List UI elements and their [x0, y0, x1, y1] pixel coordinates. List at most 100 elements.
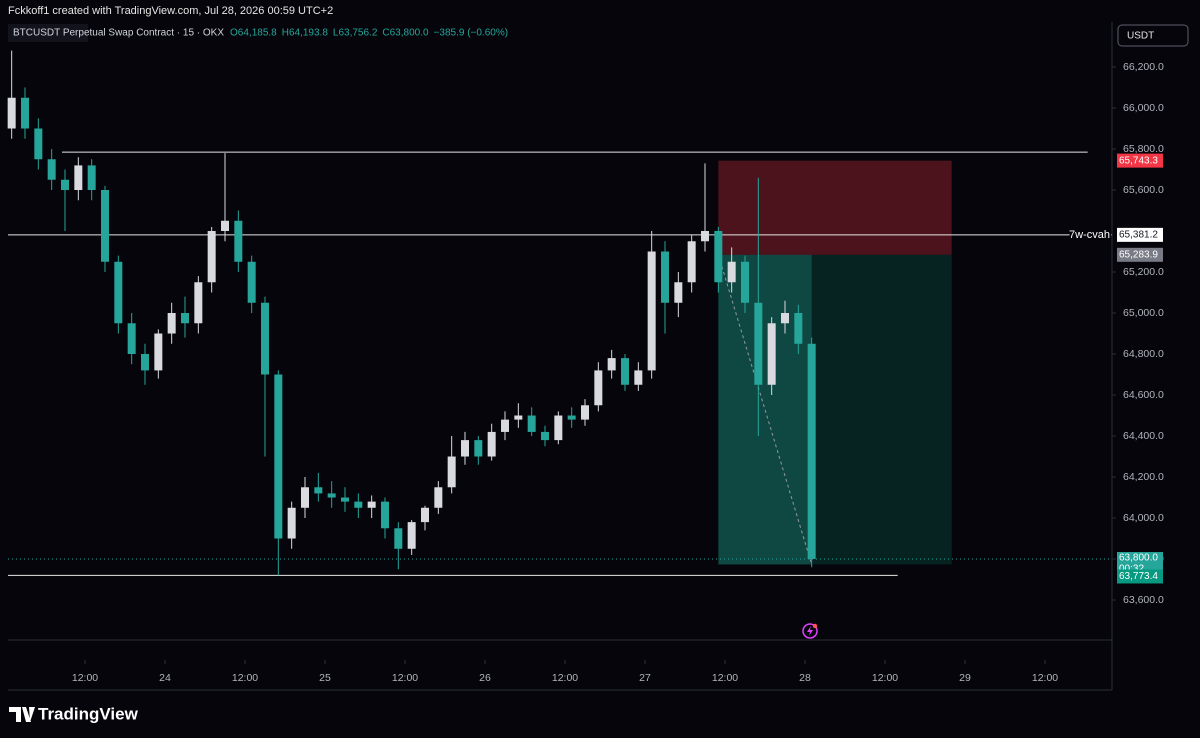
candle-body — [607, 358, 616, 371]
event-icon[interactable] — [802, 623, 818, 639]
candle-body — [714, 231, 723, 283]
target-price-label: 63,773.4 — [1119, 571, 1158, 582]
candle-body — [167, 313, 176, 334]
x-tick-label: 29 — [959, 672, 971, 684]
candle-body — [301, 487, 309, 508]
candle-body — [74, 165, 83, 191]
y-tick-label: 66,200.0 — [1123, 61, 1164, 73]
candle-body — [367, 501, 376, 508]
target-price-bg — [1117, 569, 1163, 584]
x-tick-label: 12:00 — [872, 672, 898, 684]
x-tick-label: 25 — [319, 672, 331, 684]
y-tick-label: 64,400.0 — [1123, 430, 1164, 442]
currency: USDT — [1127, 31, 1154, 42]
brand: TradingView — [38, 704, 139, 723]
ohlc-value: −385.9 (−0.60%) — [434, 28, 509, 39]
candle-body — [554, 415, 563, 441]
candle-body — [127, 323, 136, 355]
stop-price-label-bg — [1117, 153, 1163, 168]
level-label-bg — [1117, 227, 1163, 242]
candle-body — [594, 370, 603, 406]
candle-body — [234, 220, 243, 262]
candle-body — [394, 528, 403, 549]
countdown: 00:32 — [1119, 564, 1144, 575]
event-dot — [812, 623, 818, 629]
candle-body — [781, 313, 789, 324]
candle-body — [541, 431, 549, 441]
event-icon-bolt — [807, 626, 813, 636]
target-zone-filled — [718, 254, 812, 565]
candle-body — [261, 302, 269, 375]
candle-body — [7, 97, 16, 129]
x-tick-label: 12:00 — [392, 672, 418, 684]
x-tick-label: 26 — [479, 672, 491, 684]
y-tick-label: 65,200.0 — [1123, 266, 1164, 278]
x-tick-label: 27 — [639, 672, 651, 684]
stop-price-label: 65,743.3 — [1119, 155, 1158, 166]
x-tick-label: 28 — [799, 672, 811, 684]
candle-body — [181, 313, 189, 324]
candle-body — [581, 405, 589, 420]
candle-body — [634, 370, 643, 385]
header-text: Fckkoff1 created with TradingView.com, J… — [8, 5, 333, 17]
level-price-label: 65,381.2 — [1119, 230, 1158, 241]
last-price-label: 63,800.0 — [1119, 553, 1158, 564]
stop-zone — [718, 160, 952, 255]
candle-body — [447, 456, 456, 488]
y-tick-label: 64,800.0 — [1123, 348, 1164, 360]
candle-body — [701, 231, 709, 242]
candle-body — [807, 343, 816, 560]
candle-body — [21, 97, 29, 129]
ohlc-value: O64,185.8 — [230, 28, 277, 39]
entry-price-label-bg — [1117, 247, 1163, 262]
candle-body — [287, 507, 296, 539]
candle-body — [47, 159, 56, 180]
entry-price-label: 65,283.9 — [1119, 249, 1158, 260]
candle-body — [354, 501, 363, 508]
y-tick-label: 66,000.0 — [1123, 102, 1164, 114]
x-tick-label: 24 — [159, 672, 171, 684]
legend-bg — [8, 24, 88, 42]
candle-body — [487, 431, 496, 457]
currency-button[interactable] — [1117, 24, 1189, 47]
level-name: 7w-cvah — [1069, 229, 1110, 241]
candle-body — [141, 354, 149, 371]
candle-body — [741, 261, 749, 303]
candle-body — [34, 128, 43, 160]
candle-body — [434, 487, 443, 508]
candle-body — [567, 415, 576, 420]
y-tick-label: 64,000.0 — [1123, 512, 1164, 524]
candle-body — [407, 522, 416, 549]
candle-body — [61, 179, 69, 191]
y-tick-label: 65,000.0 — [1123, 307, 1164, 319]
candle-body — [314, 487, 323, 494]
x-tick-label: 12:00 — [552, 672, 578, 684]
candle-body — [247, 261, 256, 303]
candle-body — [461, 440, 469, 457]
candle-body — [341, 497, 349, 502]
ohlc-value: L63,756.2 — [333, 28, 378, 39]
x-tick-label: 12:00 — [1032, 672, 1058, 684]
candle-body — [767, 323, 776, 385]
y-tick-label: 65,600.0 — [1123, 184, 1164, 196]
ohlc-value: H64,193.8 — [282, 28, 329, 39]
candle-body — [754, 302, 763, 385]
candle-body — [647, 251, 656, 371]
candle-body — [101, 190, 109, 262]
candle-body — [687, 241, 696, 283]
candle-body — [274, 374, 283, 539]
candle-body — [381, 501, 389, 529]
candle-body — [621, 358, 629, 385]
candle-body — [194, 282, 203, 324]
y-tick-label: 65,800.0 — [1123, 143, 1164, 155]
candle-body — [221, 220, 229, 232]
x-tick-label: 12:00 — [232, 672, 258, 684]
x-tick-label: 12:00 — [72, 672, 98, 684]
candle-body — [421, 507, 429, 523]
candle-body — [114, 261, 123, 324]
brand-logo — [9, 707, 35, 722]
x-tick-label: 12:00 — [712, 672, 738, 684]
candle-body — [154, 333, 163, 371]
candle-body — [207, 231, 216, 283]
